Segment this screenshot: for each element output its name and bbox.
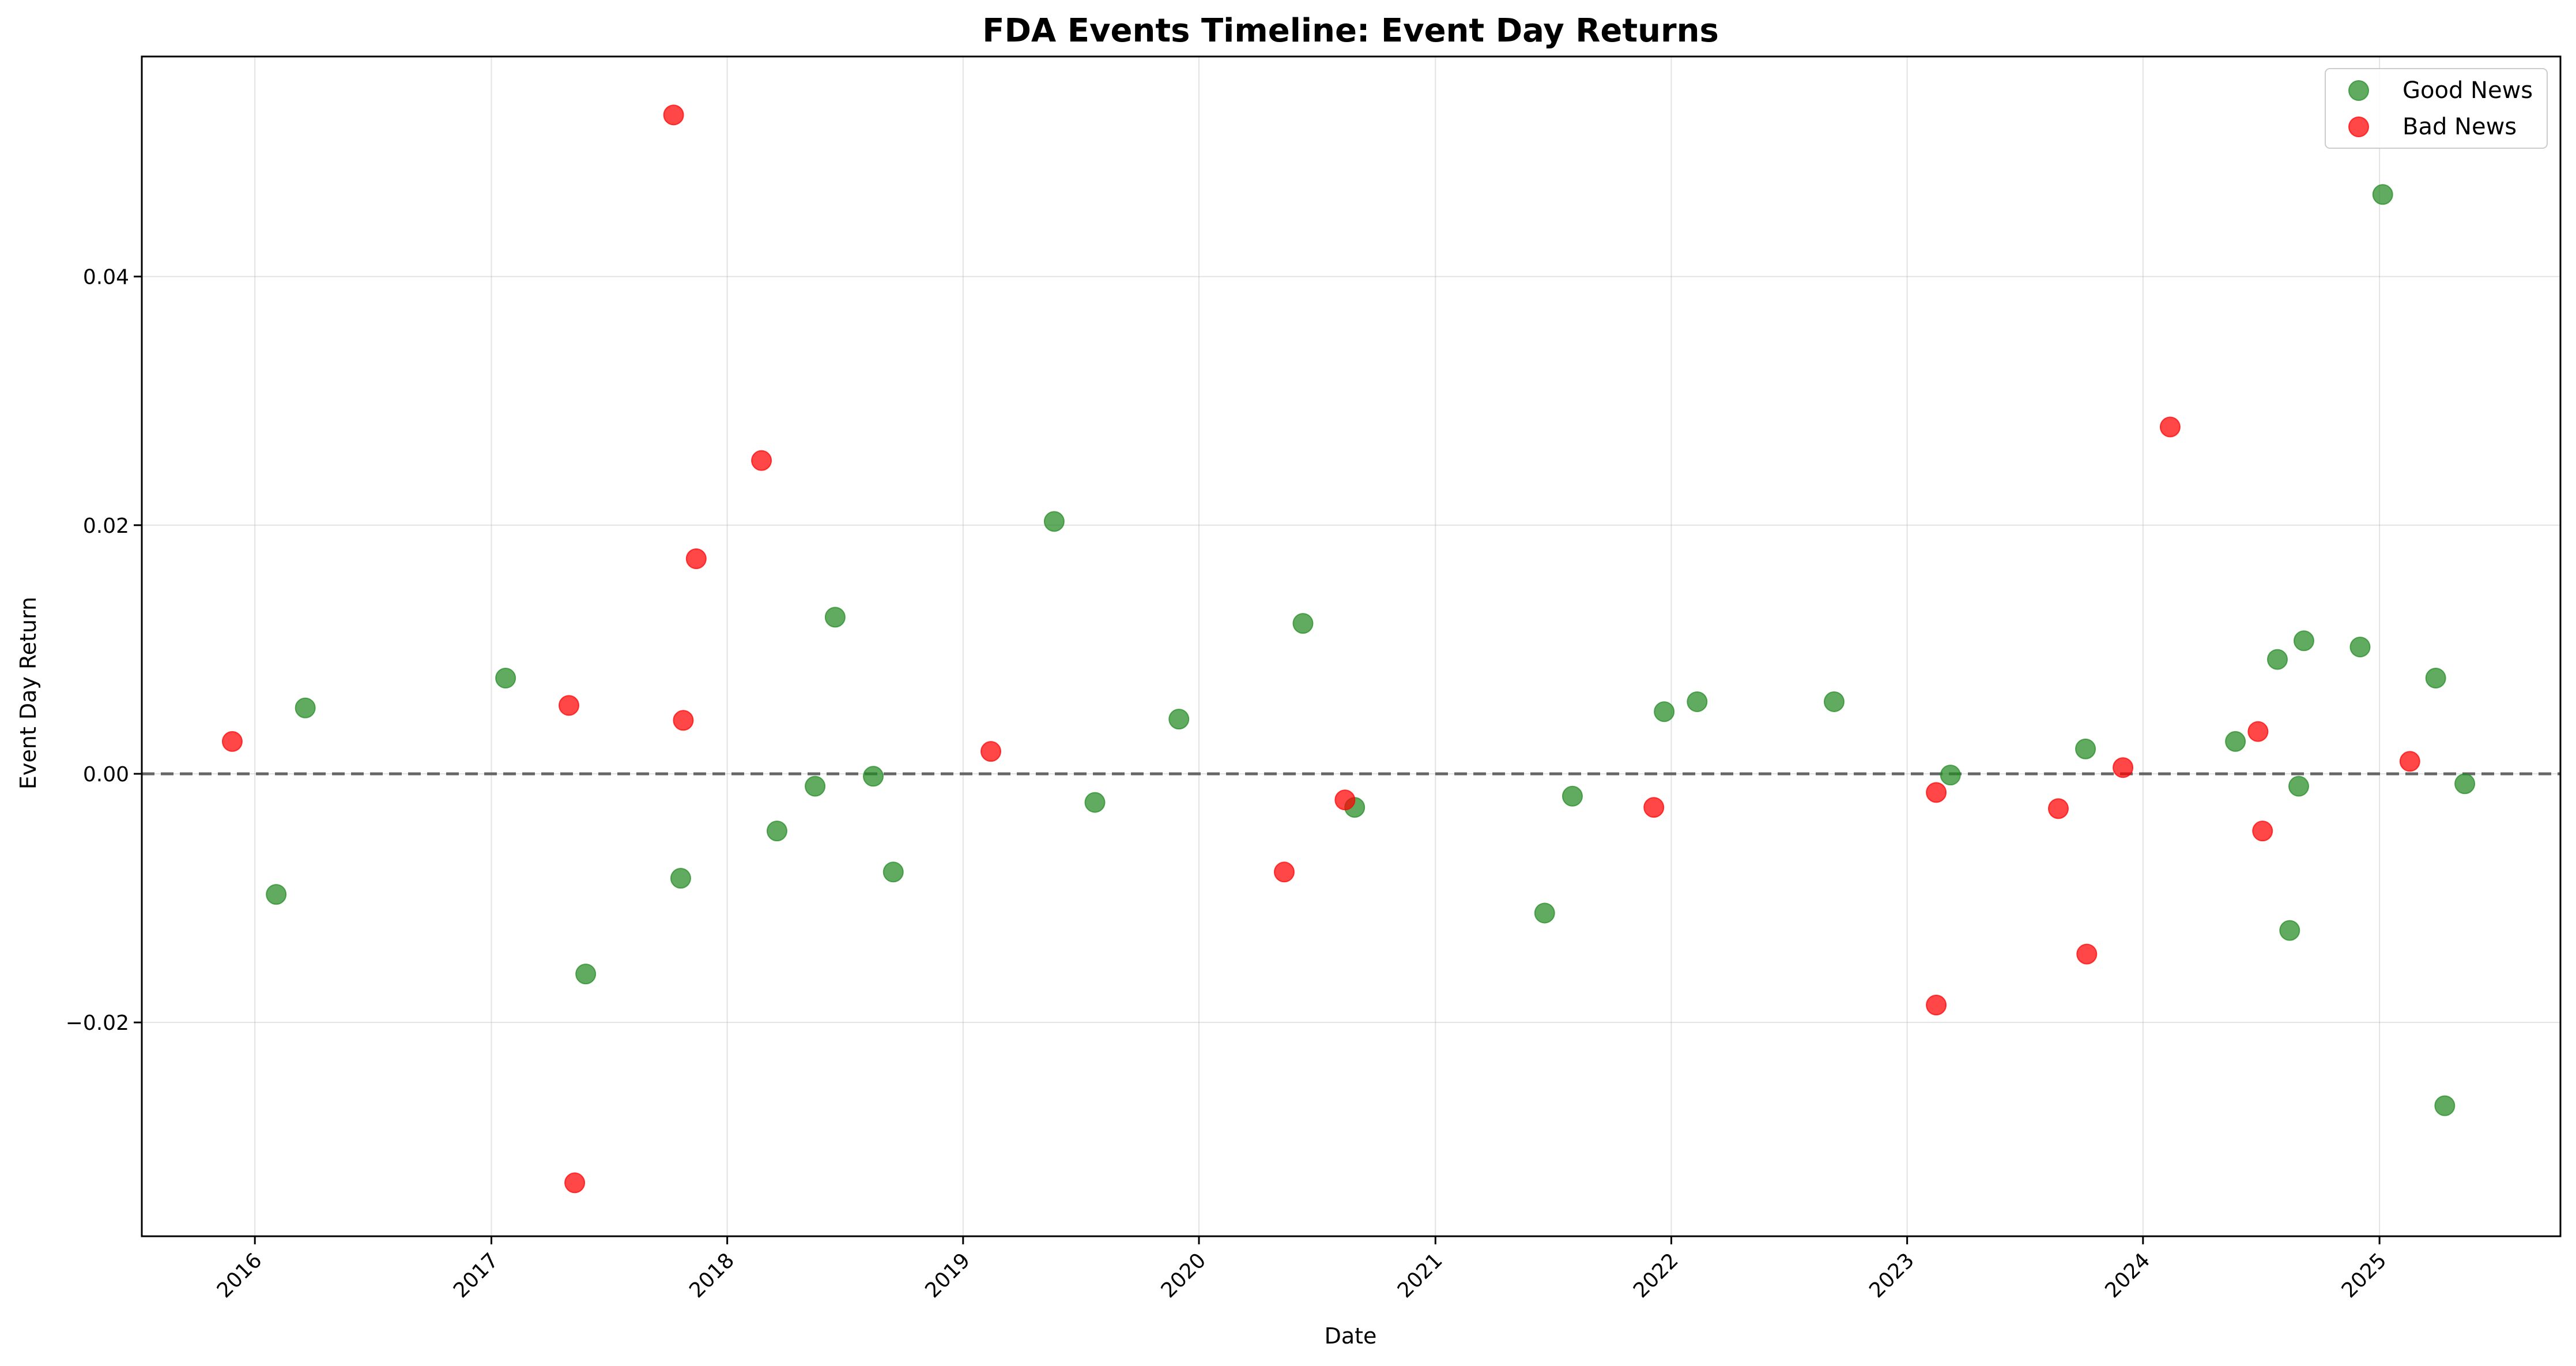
data-point-good-news — [1940, 765, 1961, 786]
data-points — [221, 104, 2476, 1194]
data-point-bad-news — [1926, 782, 1947, 803]
y-tick-label: 0.00 — [83, 763, 129, 787]
data-point-bad-news — [2247, 721, 2269, 742]
data-point-good-news — [1292, 613, 1314, 634]
data-point-bad-news — [751, 450, 772, 471]
data-point-bad-news — [1273, 861, 1295, 883]
data-point-bad-news — [2076, 943, 2098, 965]
data-point-good-news — [1168, 709, 1190, 730]
data-point-bad-news — [2047, 798, 2069, 819]
data-point-good-news — [882, 861, 904, 883]
data-point-good-news — [575, 964, 597, 985]
data-point-good-news — [1823, 691, 1845, 712]
data-point-bad-news — [1334, 789, 1356, 811]
data-point-bad-news — [685, 548, 707, 570]
y-tick-label: 0.02 — [83, 514, 129, 538]
data-point-good-news — [824, 607, 846, 628]
data-point-good-news — [2288, 776, 2309, 797]
data-point-good-news — [2293, 630, 2314, 652]
data-point-good-news — [266, 884, 287, 905]
legend-label-good-news: Good News — [2402, 77, 2533, 104]
data-point-good-news — [2372, 184, 2393, 205]
x-axis-label: Date — [1325, 1323, 1377, 1349]
data-point-bad-news — [221, 731, 243, 752]
data-point-good-news — [2279, 920, 2300, 941]
data-point-bad-news — [673, 710, 694, 731]
y-axis-ticks: −0.02 0.00 0.02 0.04 — [66, 266, 142, 1035]
data-point-good-news — [2266, 649, 2288, 670]
data-point-good-news — [1084, 792, 1106, 813]
data-point-good-news — [863, 766, 884, 787]
data-point-good-news — [1654, 701, 1675, 722]
legend-box — [2325, 68, 2548, 149]
data-point-good-news — [805, 776, 826, 797]
data-point-bad-news — [2252, 821, 2273, 842]
data-point-good-news — [1534, 902, 1555, 924]
data-point-bad-news — [663, 104, 684, 126]
y-axis-label: Event Day Return — [16, 597, 41, 789]
data-point-good-news — [2225, 731, 2246, 752]
chart-title: FDA Events Timeline: Event Day Returns — [982, 12, 1719, 50]
data-point-good-news — [2454, 773, 2476, 795]
data-point-good-news — [670, 868, 691, 889]
data-point-good-news — [2434, 1095, 2456, 1116]
data-point-bad-news — [2113, 757, 2134, 778]
data-point-bad-news — [2159, 416, 2181, 438]
data-point-good-news — [1687, 691, 1708, 712]
y-tick-label: −0.02 — [66, 1011, 129, 1035]
legend-marker-bad-news — [2348, 116, 2369, 137]
data-point-bad-news — [1926, 994, 1947, 1015]
data-point-good-news — [495, 667, 516, 688]
data-point-good-news — [1562, 785, 1583, 807]
data-point-bad-news — [980, 741, 1002, 762]
data-point-good-news — [2425, 667, 2446, 688]
data-point-good-news — [2075, 738, 2096, 759]
data-point-bad-news — [1643, 797, 1665, 818]
data-point-good-news — [766, 821, 787, 842]
legend: Good News Bad News — [2325, 68, 2548, 149]
legend-label-bad-news: Bad News — [2402, 114, 2517, 140]
y-tick-label: 0.04 — [83, 266, 129, 289]
data-point-bad-news — [558, 695, 579, 716]
legend-marker-good-news — [2348, 80, 2369, 101]
data-point-bad-news — [2399, 751, 2420, 772]
data-point-good-news — [295, 697, 316, 718]
data-point-good-news — [2349, 637, 2371, 658]
plot-frame — [141, 55, 2562, 1237]
data-point-bad-news — [564, 1172, 586, 1194]
data-point-good-news — [1043, 511, 1065, 532]
